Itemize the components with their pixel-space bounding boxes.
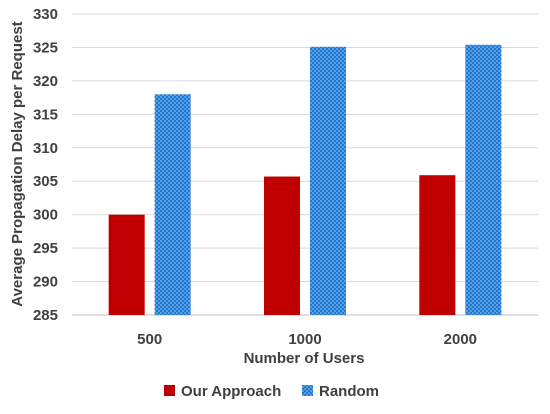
bar-random-1000 bbox=[310, 46, 346, 316]
bar-our-approach-1000 bbox=[264, 176, 300, 315]
gridlines bbox=[72, 13, 538, 316]
x-tick-label: 1000 bbox=[288, 331, 321, 348]
y-tick-label: 320 bbox=[33, 73, 58, 90]
y-tick-label: 295 bbox=[33, 240, 58, 257]
x-tick-label: 500 bbox=[137, 331, 162, 348]
y-tick-label: 315 bbox=[33, 106, 58, 123]
y-axis-title: Average Propagation Delay per Request bbox=[9, 21, 26, 306]
legend-label: Our Approach bbox=[181, 383, 281, 400]
y-tick-label: 330 bbox=[33, 6, 58, 23]
x-tick-labels: 500 1000 2000 bbox=[137, 331, 477, 348]
y-tick-labels: 285 290 295 300 305 310 315 320 325 330 bbox=[33, 6, 58, 324]
y-tick-label: 305 bbox=[33, 173, 58, 190]
bar-our-approach-500 bbox=[108, 214, 145, 315]
bar-our-approach-2000 bbox=[419, 175, 456, 315]
y-tick-label: 300 bbox=[33, 207, 58, 224]
legend-swatch bbox=[164, 385, 175, 396]
legend-label: Random bbox=[319, 383, 379, 400]
legend: Our Approach Random bbox=[164, 383, 379, 400]
bar-random-2000 bbox=[465, 44, 502, 315]
y-tick-label: 310 bbox=[33, 140, 58, 157]
legend-swatch bbox=[302, 385, 313, 396]
bars bbox=[108, 44, 502, 316]
y-tick-label: 285 bbox=[33, 307, 58, 324]
y-tick-label: 290 bbox=[33, 274, 58, 291]
x-tick-label: 2000 bbox=[444, 331, 477, 348]
y-tick-label: 325 bbox=[33, 39, 58, 56]
x-axis-title: Number of Users bbox=[244, 350, 365, 367]
bar-random-500 bbox=[154, 94, 191, 316]
